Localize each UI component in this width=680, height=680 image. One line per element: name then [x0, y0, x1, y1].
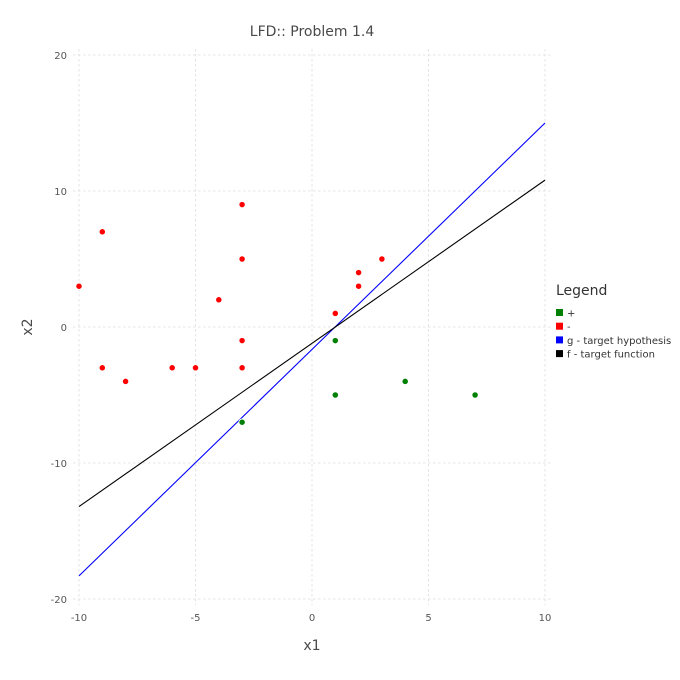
positive-point [471, 391, 479, 399]
legend: Legend + - g - target hypothesis f - target… [556, 283, 671, 361]
x-tick-label: -5 [191, 613, 201, 624]
x-tick-label: 0 [309, 613, 315, 624]
negative-point [238, 200, 246, 209]
legend-swatch [556, 322, 563, 330]
negative-point [98, 364, 106, 372]
negative-point [75, 282, 83, 290]
legend-swatch [556, 336, 563, 344]
x-tick-label: 10 [539, 613, 552, 624]
positive-point [401, 377, 409, 386]
hypothesis-line [78, 122, 546, 577]
x-tick-label: -10 [71, 613, 87, 624]
negative-point [331, 309, 339, 318]
legend-swatch [556, 309, 563, 316]
x-tick-label: 5 [425, 613, 431, 624]
negative-point [354, 282, 363, 290]
legend-swatch [556, 350, 563, 358]
tick-labels: -10 -5 0 5 10 -20 -10 0 10 20 [51, 51, 552, 624]
negative-point [98, 228, 106, 236]
legend-label: - [567, 322, 571, 333]
negative-point [238, 364, 246, 372]
target-function-line [78, 179, 546, 507]
negative-point [191, 364, 200, 372]
y-tick-label: -20 [51, 595, 67, 606]
x-axis-label: x1 [303, 638, 320, 654]
chart-title: LFD:: Problem 1.4 [250, 24, 375, 40]
y-axis-label: x2 [20, 318, 36, 335]
legend-label: + [567, 309, 575, 320]
positive-point [331, 391, 339, 399]
legend-label: f - target function [567, 350, 655, 361]
positive-point [238, 418, 246, 426]
legend-title: Legend [556, 283, 607, 299]
negative-point [121, 377, 130, 386]
y-tick-label: 20 [54, 51, 67, 62]
legend-label: g - target hypothesis [567, 336, 671, 347]
negative-point [378, 255, 386, 263]
negative-point [238, 255, 246, 263]
negative-point [238, 336, 246, 345]
negative-point [168, 364, 176, 372]
plot-area [75, 122, 546, 577]
y-tick-label: 10 [54, 187, 67, 198]
negative-point [354, 268, 363, 277]
grid [73, 49, 551, 605]
positive-point [331, 336, 339, 345]
negative-point [215, 296, 223, 304]
y-tick-label: 0 [61, 323, 67, 334]
y-tick-label: -10 [51, 459, 67, 470]
